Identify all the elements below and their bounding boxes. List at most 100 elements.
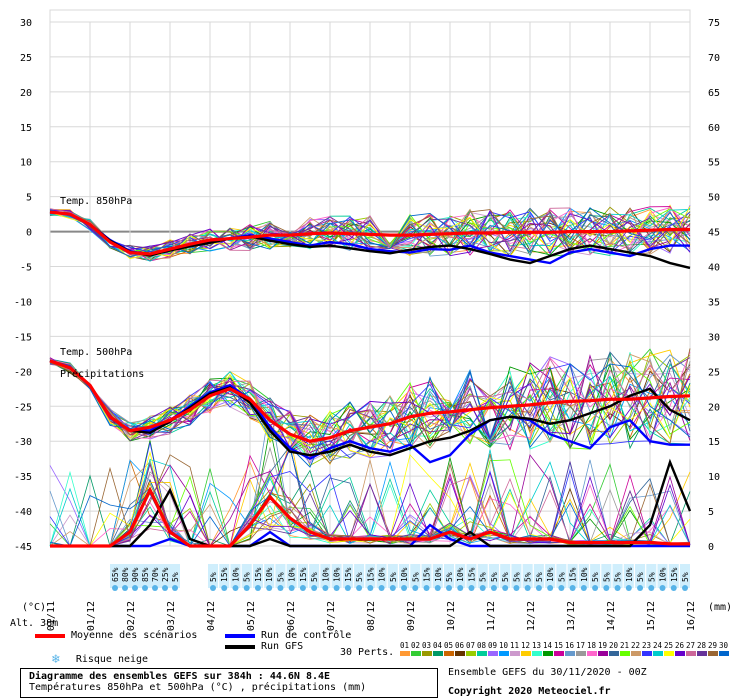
member-number: 02	[411, 641, 420, 650]
x-tick-label: 03/12	[166, 601, 177, 631]
snow-risk-label: 70%	[151, 567, 160, 582]
x-tick-label: 09/12	[406, 601, 417, 631]
snow-risk-cell	[657, 564, 668, 588]
snowflake-icon	[254, 585, 261, 591]
gfs-t500-line	[49, 359, 691, 457]
snow-risk-cell	[567, 564, 578, 588]
snow-risk-cell	[500, 564, 511, 588]
snow-risk-cell	[511, 564, 522, 588]
snowflake-icon	[132, 585, 138, 591]
member-number: 23	[642, 641, 651, 650]
snow-risk-cell	[635, 564, 646, 588]
snow-risk-label: 5%	[602, 572, 611, 582]
snow-risk-label: 90%	[131, 567, 140, 582]
snowflake-icon	[569, 585, 576, 591]
member-number: 01	[400, 641, 409, 650]
member-color-swatch	[411, 651, 421, 656]
member-number: 16	[565, 641, 575, 650]
member-number: 09	[488, 641, 497, 650]
snow-risk-cell	[444, 564, 454, 588]
snow-risk-label: 15%	[569, 567, 578, 582]
member-number: 07	[466, 641, 475, 650]
x-tick-label: 11/12	[486, 601, 497, 631]
snowflake-icon	[356, 585, 363, 591]
snow-risk-label: 15%	[366, 567, 375, 582]
snow-risk-cell	[646, 564, 657, 588]
snow-risk-label: 10%	[265, 567, 274, 582]
left-tick-label: -35	[14, 472, 32, 483]
snowflake-icon	[311, 585, 318, 591]
right-tick-label: 65	[708, 88, 720, 99]
member-number: 11	[510, 641, 519, 650]
legend-control-label: Run de contrôle	[261, 630, 352, 641]
x-tick-label: 13/12	[566, 601, 577, 631]
snowflake-icon	[580, 585, 587, 591]
legend-mean: Moyenne des scénarios	[35, 630, 197, 641]
gfs-precip-line	[50, 458, 692, 548]
snowflake-icon	[547, 585, 554, 591]
snow-risk-cell	[208, 564, 218, 588]
snowflake-icon	[457, 585, 464, 591]
snow-risk-label: 10%	[321, 567, 330, 582]
member-t850-line	[49, 209, 691, 255]
member-color-swatch	[642, 651, 652, 656]
snow-risk-cell	[241, 564, 252, 588]
snow-risk-cell	[680, 564, 690, 588]
snowflake-icon	[625, 585, 632, 591]
snowflake-icon	[277, 585, 284, 591]
left-tick-label: -25	[14, 402, 32, 413]
snowflake-icon	[670, 585, 677, 591]
info-box: Diagramme des ensembles GEFS sur 384h : …	[20, 668, 438, 698]
member-color-swatch	[719, 651, 729, 656]
member-number: 17	[576, 641, 585, 650]
snow-risk-label: 5%	[524, 572, 533, 582]
member-color-swatch	[433, 651, 443, 656]
snowflake-icon	[637, 585, 644, 591]
member-number: 19	[598, 641, 607, 650]
member-number: 05	[444, 641, 453, 650]
snowflake-icon	[490, 585, 497, 591]
member-number: 06	[455, 641, 465, 650]
snow-risk-cell	[160, 564, 170, 588]
snowflake-icon	[558, 585, 565, 591]
snow-risk-label: 5%	[445, 572, 454, 582]
annotation-t850: Temp. 850hPa	[60, 196, 132, 207]
snow-risk-label: 5%	[647, 572, 656, 582]
snowflake-icon	[367, 585, 374, 591]
right-tick-label: 30	[708, 332, 720, 343]
snow-risk-cell	[264, 564, 275, 588]
left-tick-label: 30	[20, 18, 32, 29]
snow-risk-cell	[309, 564, 320, 588]
member-number: 27	[686, 641, 695, 650]
member-color-swatch	[675, 651, 685, 656]
snow-risk-label: 15%	[254, 567, 263, 582]
member-color-swatch	[466, 651, 476, 656]
member-number: 04	[433, 641, 443, 650]
snow-risk-cell	[286, 564, 297, 588]
legend-mean-label: Moyenne des scénarios	[71, 630, 198, 641]
snow-risk-cell	[432, 564, 443, 588]
snow-risk-label: 10%	[434, 567, 443, 582]
snowflake-icon	[524, 585, 531, 591]
snowflake-icon	[592, 585, 599, 591]
member-t500-line	[49, 359, 691, 449]
snowflake-icon	[468, 585, 475, 591]
snowflake-icon	[288, 585, 295, 591]
legend-mean-swatch	[35, 633, 65, 638]
snow-risk-cell	[488, 564, 499, 588]
x-tick-label: 16/12	[686, 601, 697, 631]
snowflake-icon	[333, 585, 340, 591]
snow-risk-label: 10%	[231, 567, 240, 582]
snowflake-icon	[232, 585, 239, 591]
snow-risk-label: 5%	[243, 572, 252, 582]
left-tick-label: 25	[20, 53, 32, 64]
ensemble-run-info: Ensemble GEFS du 30/11/2020 - 00Z	[448, 667, 647, 678]
snow-risk-cell	[320, 564, 331, 588]
snowflake-icon	[152, 585, 158, 591]
snow-risk-label: 10%	[333, 567, 342, 582]
annotation-precip: Précipitations	[60, 368, 144, 380]
snow-risk-cell	[466, 564, 477, 588]
member-color-swatch	[609, 651, 619, 656]
member-color-swatch	[565, 651, 575, 656]
snowflake-icon	[221, 585, 228, 591]
